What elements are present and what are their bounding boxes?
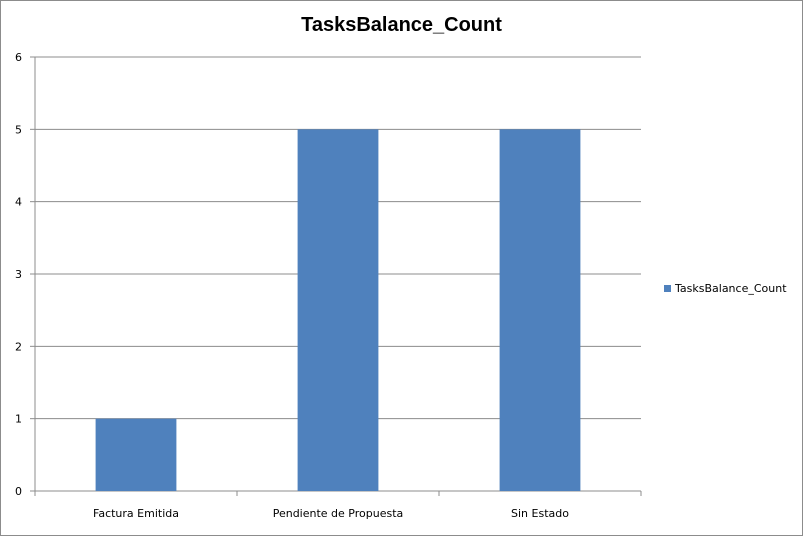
y-tick-label: 3: [15, 268, 22, 281]
x-category-label: Factura Emitida: [93, 507, 179, 520]
y-tick-label: 2: [15, 340, 22, 353]
chart-title: TasksBalance_Count: [301, 14, 502, 36]
legend-swatch: [664, 284, 671, 292]
x-category-label: Pendiente de Propuesta: [273, 507, 404, 520]
legend: TasksBalance_Count: [664, 281, 787, 295]
legend-label: TasksBalance_Count: [675, 281, 787, 295]
y-tick-label: 0: [15, 485, 22, 498]
bar: [499, 129, 581, 492]
y-tick-label: 1: [15, 413, 22, 426]
y-tick-label: 4: [15, 196, 22, 209]
bar: [297, 129, 379, 492]
bar: [95, 418, 177, 491]
y-tick-label: 5: [15, 123, 22, 136]
y-tick-label: 6: [15, 51, 22, 64]
x-category-label: Sin Estado: [511, 507, 569, 520]
